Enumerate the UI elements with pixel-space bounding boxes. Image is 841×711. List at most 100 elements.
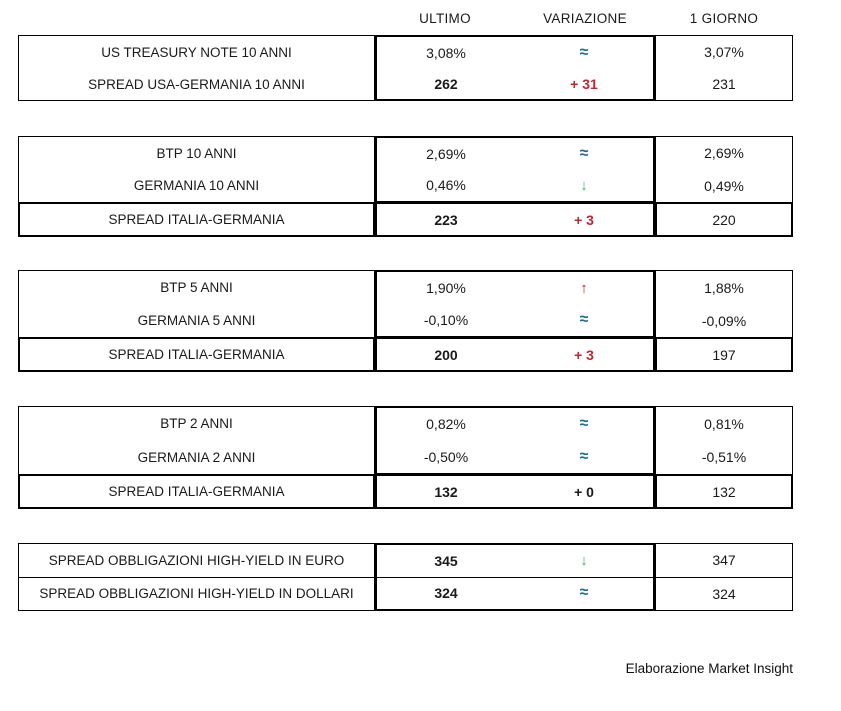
giorno-value: 0,49% — [704, 177, 744, 194]
value-row: 200 + 3 — [377, 339, 653, 370]
delta-value: + 3 — [574, 211, 594, 228]
row-label: BTP 10 ANNI — [156, 145, 237, 161]
ultimo-value: 262 — [434, 75, 458, 92]
label-box: SPREAD OBBLIGAZIONI HIGH-YIELD IN EURO S… — [18, 543, 375, 611]
col-header-variazione: VARIAZIONE — [543, 10, 627, 26]
ultimo-value: 1,90% — [426, 280, 466, 296]
value-row: 0,82% ≈ — [377, 408, 653, 441]
ultimo-value: 3,08% — [426, 44, 466, 61]
giorno-box: 0,81% -0,51% — [655, 406, 793, 475]
approx-equal-icon: ≈ — [579, 43, 589, 61]
header-spacer — [18, 6, 375, 30]
row-label: BTP 5 ANNI — [160, 280, 233, 295]
label-box: BTP 5 ANNI GERMANIA 5 ANNI — [18, 270, 375, 338]
giorno-box: 197 — [655, 337, 793, 372]
col-header-1-giorno: 1 GIORNO — [689, 10, 759, 26]
row-label: GERMANIA 2 ANNI — [137, 449, 256, 465]
down-arrow-icon: ↓ — [580, 176, 588, 194]
giorno-value: 0,81% — [704, 415, 744, 432]
row-label: GERMANIA 5 ANNI — [137, 313, 256, 328]
label-box: SPREAD ITALIA-GERMANIA — [18, 474, 375, 509]
group-btp-10y-spread: SPREAD ITALIA-GERMANIA 223 + 3 220 — [18, 202, 793, 237]
giorno-value: 3,07% — [704, 44, 744, 60]
values-box: 345 ↓ 324 ≈ — [375, 543, 655, 611]
group-us-treasury: US TREASURY NOTE 10 ANNI SPREAD USA-GERM… — [18, 35, 793, 101]
giorno-value: 231 — [712, 76, 736, 92]
values-box: 200 + 3 — [375, 337, 655, 372]
label-box: BTP 2 ANNI GERMANIA 2 ANNI — [18, 406, 375, 475]
value-row: 262 + 31 — [377, 68, 653, 99]
ultimo-value: 223 — [434, 211, 458, 228]
group-btp-5y-spread: SPREAD ITALIA-GERMANIA 200 + 3 197 — [18, 337, 793, 372]
ultimo-value: 345 — [434, 552, 458, 569]
ultimo-value: 0,46% — [426, 177, 466, 194]
approx-equal-icon: ≈ — [579, 415, 589, 433]
giorno-value: 347 — [712, 552, 736, 569]
giorno-value: 324 — [656, 576, 792, 611]
value-row: 2,69% ≈ — [377, 138, 653, 170]
row-label: SPREAD OBBLIGAZIONI HIGH-YIELD IN EURO — [48, 552, 345, 568]
group-btp-5y-main: BTP 5 ANNI GERMANIA 5 ANNI 1,90% ↑ -0,10… — [18, 270, 793, 338]
giorno-box: 132 — [655, 474, 793, 509]
ultimo-value: 200 — [434, 346, 458, 363]
ultimo-value: -0,50% — [423, 448, 469, 465]
row-label: SPREAD USA-GERMANIA 10 ANNI — [88, 76, 305, 92]
value-row: -0,10% ≈ — [377, 304, 653, 336]
attribution-text: Elaborazione Market Insight — [625, 661, 793, 676]
ultimo-value: -0,10% — [423, 312, 469, 328]
row-label: US TREASURY NOTE 10 ANNI — [101, 44, 292, 60]
giorno-value: 220 — [712, 211, 736, 228]
giorno-box: 347 324 — [655, 543, 793, 611]
values-box: 223 + 3 — [375, 202, 655, 237]
approx-equal-icon: ≈ — [579, 584, 589, 602]
values-box: 1,90% ↑ -0,10% ≈ — [375, 270, 655, 338]
giorno-box: 1,88% -0,09% — [655, 270, 793, 338]
group-high-yield: SPREAD OBBLIGAZIONI HIGH-YIELD IN EURO S… — [18, 543, 793, 611]
value-row: 132 + 0 — [377, 476, 653, 507]
ultimo-value: 132 — [434, 483, 458, 500]
value-row: 1,90% ↑ — [377, 272, 653, 304]
column-headers: ULTIMO VARIAZIONE 1 GIORNO — [18, 6, 793, 30]
label-box: SPREAD ITALIA-GERMANIA — [18, 337, 375, 372]
row-label: SPREAD ITALIA-GERMANIA — [108, 347, 285, 362]
row-label: SPREAD ITALIA-GERMANIA — [108, 484, 285, 499]
giorno-box: 3,07% 231 — [655, 35, 793, 101]
row-label: GERMANIA 10 ANNI — [133, 178, 260, 194]
label-box: US TREASURY NOTE 10 ANNI SPREAD USA-GERM… — [18, 35, 375, 101]
approx-equal-icon: ≈ — [579, 311, 589, 328]
group-btp-10y-main: BTP 10 ANNI GERMANIA 10 ANNI 2,69% ≈ 0,4… — [18, 136, 793, 203]
values-box: 0,82% ≈ -0,50% ≈ — [375, 406, 655, 475]
giorno-value: 2,69% — [704, 145, 744, 162]
value-row: 345 ↓ — [377, 545, 653, 577]
value-row: -0,50% ≈ — [377, 441, 653, 474]
giorno-value: -0,09% — [701, 312, 747, 329]
label-box: SPREAD ITALIA-GERMANIA — [18, 202, 375, 237]
giorno-box: 2,69% 0,49% — [655, 136, 793, 203]
ultimo-value: 2,69% — [426, 145, 466, 162]
giorno-value: -0,51% — [701, 449, 747, 466]
col-header-ultimo: ULTIMO — [419, 10, 471, 26]
value-row: 3,08% ≈ — [377, 37, 653, 68]
value-row: 324 ≈ — [377, 576, 653, 610]
approx-equal-icon: ≈ — [579, 447, 589, 465]
delta-value: + 0 — [574, 483, 594, 500]
giorno-value: 197 — [712, 346, 736, 363]
giorno-box: 220 — [655, 202, 793, 237]
value-row: 223 + 3 — [377, 204, 653, 235]
value-row: 0,46% ↓ — [377, 170, 653, 202]
ultimo-value: 324 — [434, 585, 458, 602]
delta-value: + 31 — [570, 75, 598, 92]
values-box: 2,69% ≈ 0,46% ↓ — [375, 136, 655, 203]
giorno-value: 1,88% — [704, 279, 744, 296]
ultimo-value: 0,82% — [426, 416, 466, 433]
delta-value: + 3 — [574, 346, 594, 363]
row-label: BTP 2 ANNI — [160, 416, 233, 432]
group-btp-2y-main: BTP 2 ANNI GERMANIA 2 ANNI 0,82% ≈ -0,50… — [18, 406, 793, 475]
values-box: 3,08% ≈ 262 + 31 — [375, 35, 655, 101]
approx-equal-icon: ≈ — [579, 144, 589, 162]
label-box: BTP 10 ANNI GERMANIA 10 ANNI — [18, 136, 375, 203]
up-arrow-icon: ↑ — [580, 279, 588, 297]
giorno-value: 132 — [712, 483, 736, 500]
row-label: SPREAD OBBLIGAZIONI HIGH-YIELD IN DOLLAR… — [19, 576, 374, 611]
